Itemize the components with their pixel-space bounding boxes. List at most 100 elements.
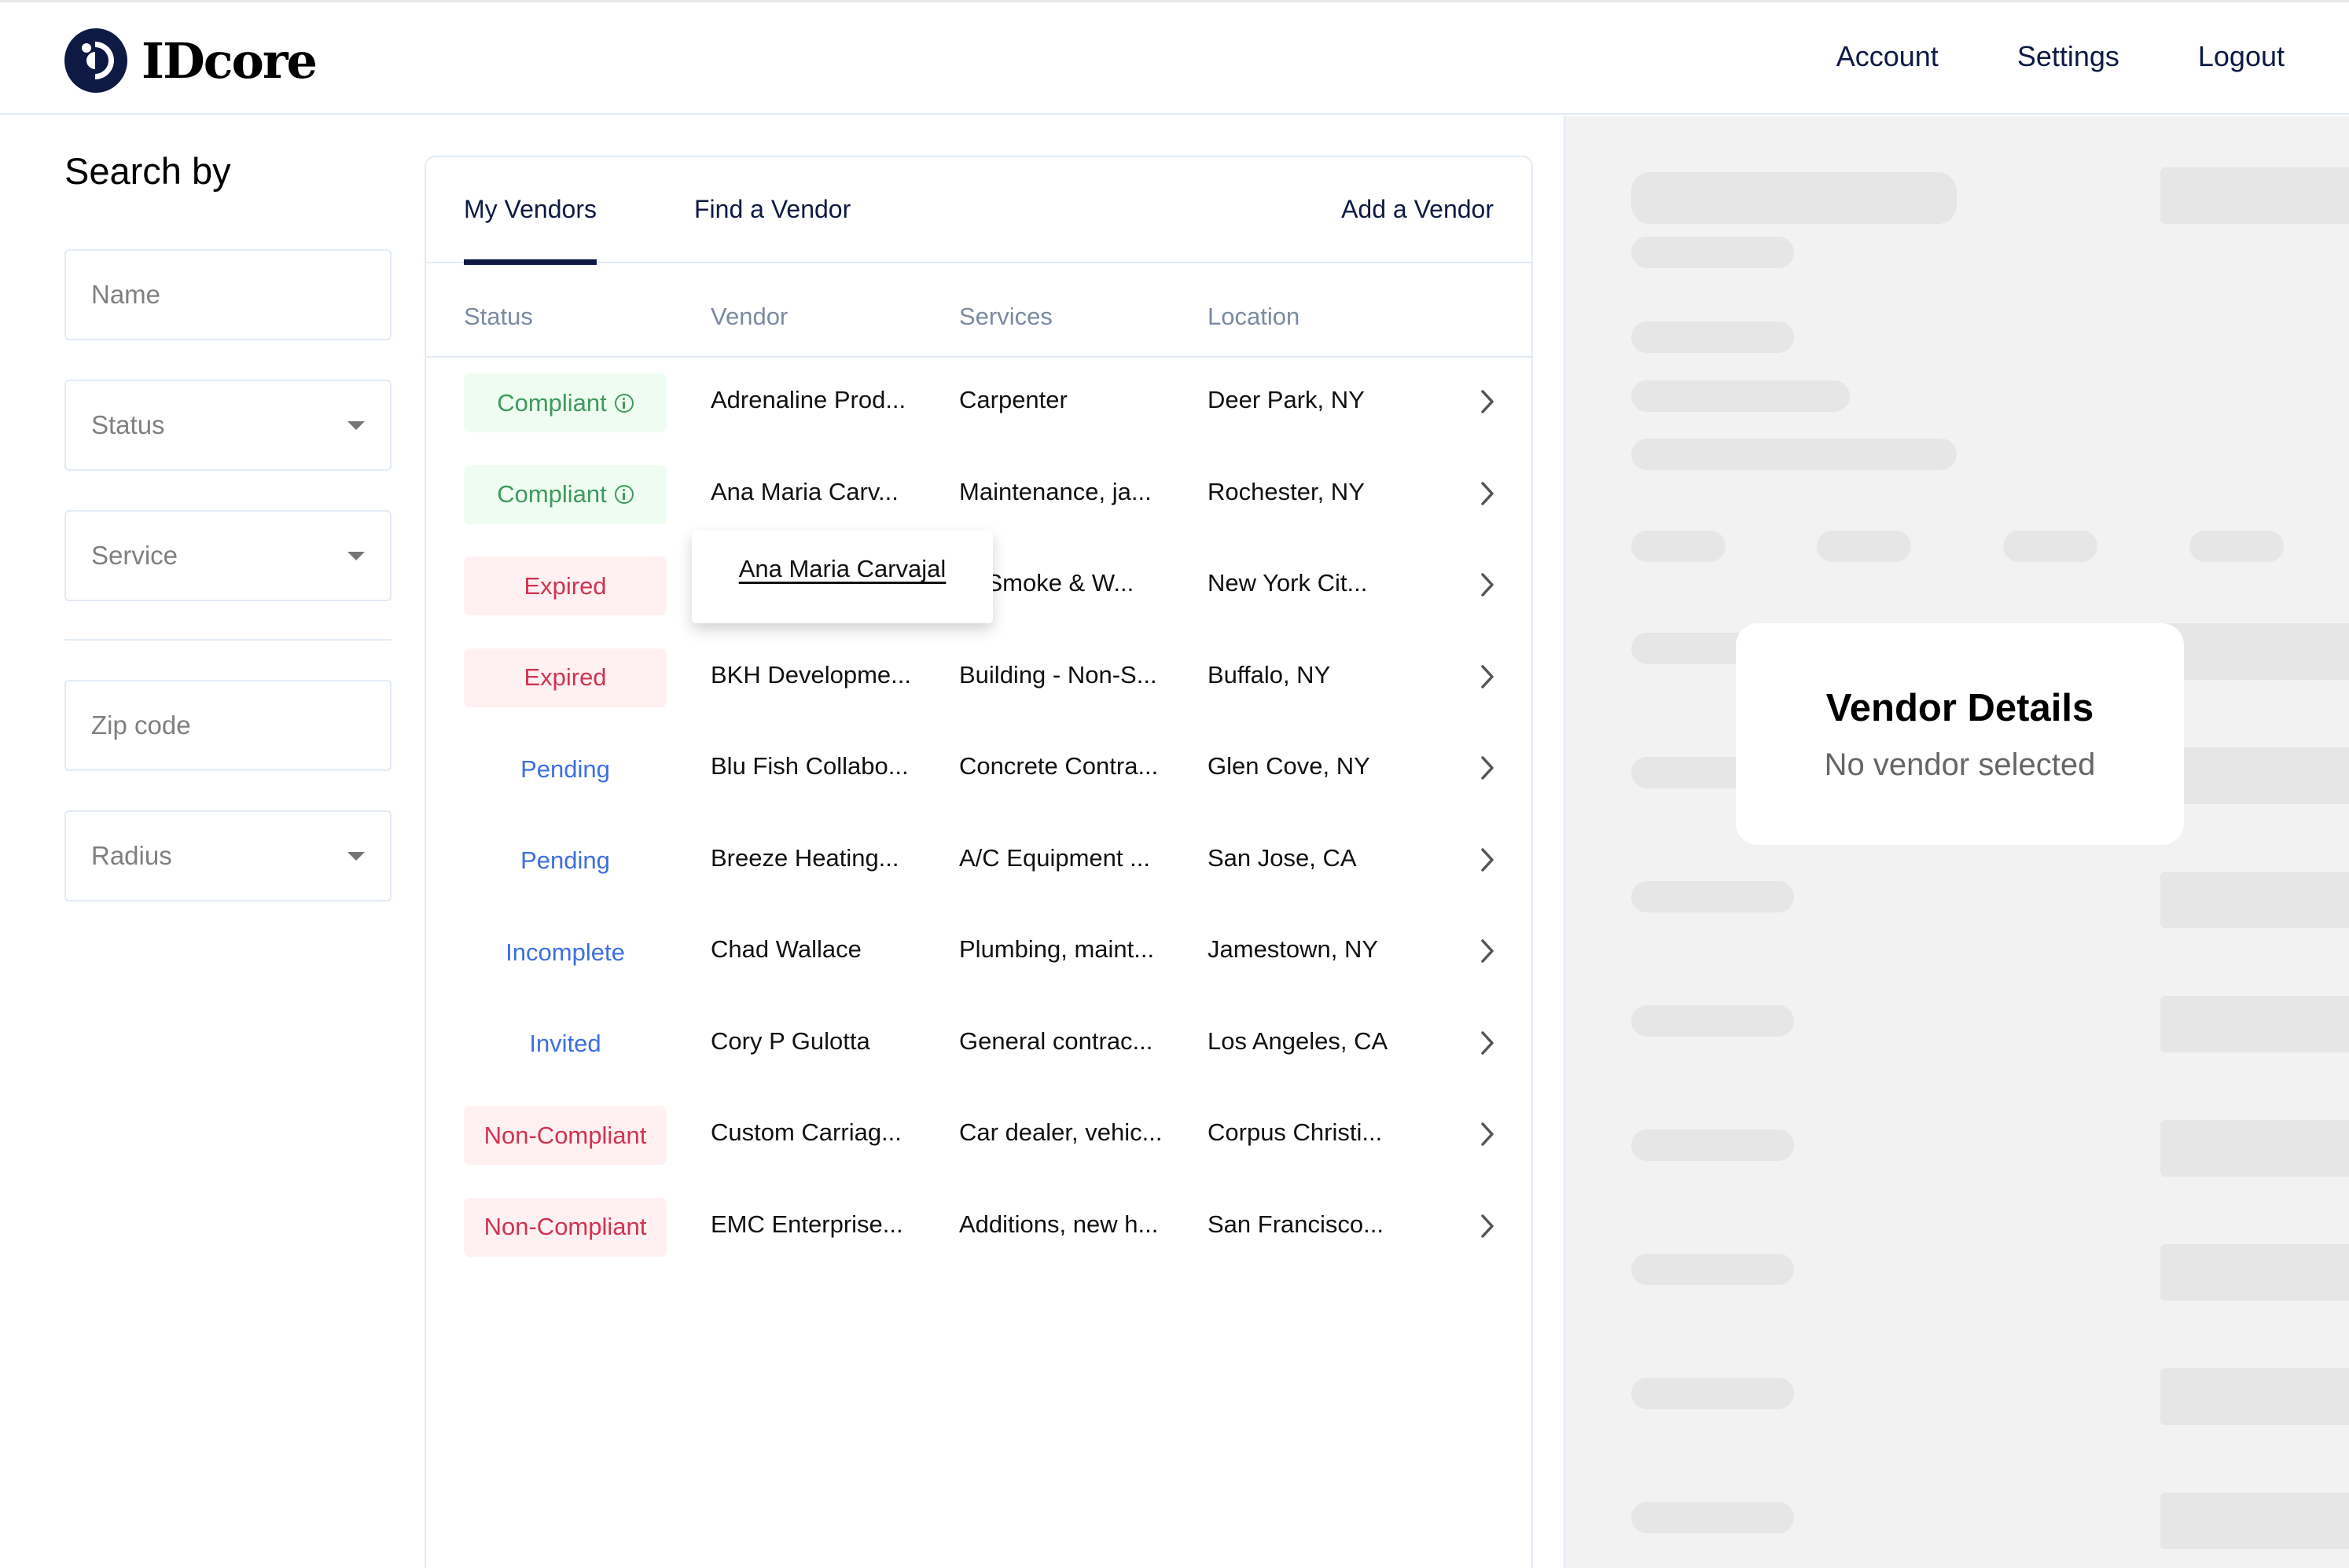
table-row[interactable]: Non-Compliant Custom Carriag... Car dealer… <box>426 1090 1531 1182</box>
zip-code-placeholder: Zip code <box>91 711 191 740</box>
vendor-name[interactable]: Breeze Heating... <box>711 843 899 872</box>
vendor-services: Additions, new h... <box>959 1210 1159 1238</box>
vendor-details-empty-message: No vendor selected <box>1824 747 2096 782</box>
table-row[interactable]: Compliant Ana Maria Carv... Maintenance, j… <box>426 450 1531 542</box>
search-by-title: Search by <box>64 150 231 192</box>
vendor-details-panel: Vendor Details No vendor selected <box>1564 116 2349 1568</box>
add-vendor-button[interactable]: Add a Vendor <box>1341 195 1494 223</box>
nav-settings-link[interactable]: Settings <box>2016 40 2119 72</box>
status-placeholder: Status <box>91 410 165 439</box>
table-row[interactable]: Expired e, Smoke & W... New York Cit... <box>426 541 1531 633</box>
table-row[interactable]: Non-Compliant EMC Enterprise... Additions,… <box>426 1182 1531 1274</box>
chevron-right-icon[interactable] <box>1472 752 1503 784</box>
skeleton-placeholder <box>2189 531 2284 562</box>
chevron-right-icon[interactable] <box>1472 386 1503 417</box>
vendor-location: San Francisco... <box>1208 1210 1384 1238</box>
status-badge: Compliant <box>464 465 667 524</box>
column-header-location[interactable]: Location <box>1208 303 1300 330</box>
vendor-services: General contrac... <box>959 1026 1153 1055</box>
column-header-status[interactable]: Status <box>464 303 533 330</box>
skeleton-placeholder <box>1631 531 1726 562</box>
vendor-services: Concrete Contra... <box>959 752 1159 780</box>
vendor-name[interactable]: Ana Maria Carv... <box>711 477 899 505</box>
status-badge: Expired <box>464 648 667 707</box>
vendor-location: Deer Park, NY <box>1208 386 1365 413</box>
column-header-vendor[interactable]: Vendor <box>711 303 789 330</box>
vendors-card: My Vendors Find a Vendor Add a Vendor St… <box>425 156 1533 1568</box>
table-row[interactable]: Incomplete Chad Wallace Plumbing, maint...… <box>426 907 1531 999</box>
vendor-name[interactable]: Chad Wallace <box>711 935 862 963</box>
skeleton-placeholder <box>1817 531 1911 562</box>
brand-name: IDcore <box>142 31 318 90</box>
table-row[interactable]: Pending Blu Fish Collabo... Concrete Contr… <box>426 724 1531 816</box>
chevron-right-icon[interactable] <box>1472 844 1503 876</box>
skeleton-placeholder <box>2160 1120 2349 1177</box>
service-select[interactable]: Service <box>64 510 392 601</box>
vendor-services: Car dealer, vehic... <box>959 1118 1163 1146</box>
table-row[interactable]: Pending Breeze Heating... A/C Equipment ..… <box>426 816 1531 908</box>
top-nav: Account Settings Logout <box>1836 40 2285 73</box>
vendor-location: Los Angeles, CA <box>1208 1026 1388 1055</box>
status-select[interactable]: Status <box>64 380 392 471</box>
vendor-name[interactable]: Blu Fish Collabo... <box>711 752 909 780</box>
skeleton-placeholder <box>1631 1378 1794 1409</box>
tooltip-vendor-link[interactable]: Ana Maria Carvajal <box>738 555 947 582</box>
skeleton-placeholder <box>1631 380 1850 412</box>
table-row[interactable]: Expired BKH Developme... Building - Non-S.… <box>426 633 1531 725</box>
skeleton-placeholder <box>1631 237 1794 268</box>
skeleton-placeholder <box>2160 1368 2349 1425</box>
radius-select[interactable]: Radius <box>64 810 392 902</box>
chevron-right-icon[interactable] <box>1472 478 1503 509</box>
table-row[interactable]: Invited Cory P Gulotta General contrac... L… <box>426 999 1531 1091</box>
vendor-details-title: Vendor Details <box>1825 686 2094 729</box>
vendor-location: New York Cit... <box>1208 569 1368 597</box>
skeleton-placeholder <box>1631 172 1957 224</box>
vendor-name[interactable]: Adrenaline Prod... <box>711 386 906 413</box>
vendor-location: Corpus Christi... <box>1208 1118 1383 1146</box>
chevron-right-icon[interactable] <box>1472 661 1503 692</box>
skeleton-placeholder <box>1631 439 1957 470</box>
chevron-right-icon[interactable] <box>1472 1210 1503 1242</box>
skeleton-placeholder <box>1631 1254 1794 1285</box>
status-label: Expired <box>524 663 607 691</box>
tab-find-vendor[interactable]: Find a Vendor <box>694 195 851 223</box>
vendor-name[interactable]: Cory P Gulotta <box>711 1026 870 1055</box>
vendor-name[interactable]: EMC Enterprise... <box>711 1210 903 1238</box>
tab-my-vendors[interactable]: My Vendors <box>464 195 597 265</box>
vendor-name-tooltip: Ana Maria Carvajal <box>692 531 993 623</box>
zip-code-input[interactable]: Zip code <box>64 680 392 771</box>
info-icon[interactable] <box>614 485 634 504</box>
brand-logo[interactable]: IDcore <box>64 28 318 93</box>
column-header-services[interactable]: Services <box>959 303 1053 330</box>
skeleton-placeholder <box>2160 747 2349 804</box>
chevron-right-icon[interactable] <box>1472 1118 1503 1150</box>
nav-logout-link[interactable]: Logout <box>2197 40 2285 72</box>
vendor-services: Building - Non-S... <box>959 660 1157 689</box>
status-label: Expired <box>524 571 607 600</box>
chevron-right-icon[interactable] <box>1472 935 1503 967</box>
status-badge: Pending <box>464 740 667 799</box>
status-label: Incomplete <box>505 938 625 966</box>
vendor-name[interactable]: BKH Developme... <box>711 660 911 689</box>
name-input[interactable]: Name <box>64 249 392 340</box>
table-row[interactable]: Compliant Adrenaline Prod... Carpenter Deer… <box>426 358 1531 450</box>
sidebar-divider <box>64 639 392 641</box>
search-sidebar: Search by Name Status Service Zip code R… <box>64 149 392 902</box>
vendor-name[interactable]: Custom Carriag... <box>711 1118 902 1146</box>
nav-account-link[interactable]: Account <box>1836 40 1939 72</box>
vendor-services: Maintenance, ja... <box>959 477 1152 505</box>
top-header: IDcore Account Settings Logout <box>0 0 2349 115</box>
info-icon[interactable] <box>614 393 634 413</box>
skeleton-placeholder <box>2160 1244 2349 1301</box>
skeleton-placeholder <box>2160 872 2349 928</box>
vendor-location: Jamestown, NY <box>1208 935 1379 963</box>
chevron-right-icon[interactable] <box>1472 569 1503 600</box>
service-placeholder: Service <box>91 541 178 570</box>
skeleton-placeholder <box>2160 1493 2349 1549</box>
name-placeholder: Name <box>91 280 161 309</box>
status-badge: Compliant <box>464 373 667 432</box>
vendor-table-body: Compliant Adrenaline Prod... Carpenter Deer… <box>426 358 1531 1273</box>
chevron-right-icon[interactable] <box>1472 1027 1503 1059</box>
status-label: Invited <box>529 1030 601 1057</box>
